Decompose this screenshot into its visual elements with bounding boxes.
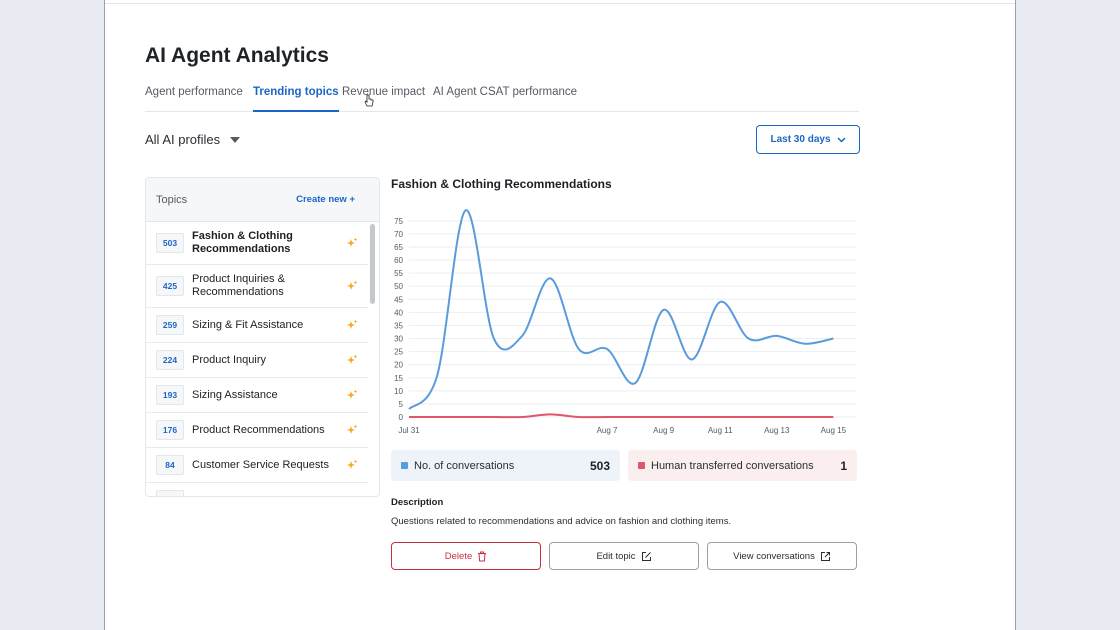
x-tick-label: Jul 31 [398,426,420,435]
tab-ai-agent-csat-performance[interactable]: AI Agent CSAT performance [433,86,578,98]
top-divider [105,3,1015,4]
topic-label: Product Recommendations [192,423,325,436]
legend-label-human-transferred: Human transferred conversations [651,459,814,472]
y-tick-label: 75 [394,217,403,226]
legend-swatch-human-transferred [638,462,645,469]
edit-label: Edit topic [596,550,636,562]
ai-sparkle-icon [347,424,358,434]
y-tick-label: 70 [394,230,403,239]
legend-swatch-conversations [401,462,408,469]
y-tick-label: 65 [394,243,403,252]
y-tick-label: 25 [394,348,403,357]
topic-list-item-partial[interactable] [146,483,368,496]
tab-bar: Agent performance Trending topics Revenu… [145,86,859,112]
topics-panel-header: Topics Create new + [146,178,379,222]
date-range-label: Last 30 days [770,134,831,145]
edit-pencil-icon [641,551,651,561]
ai-profiles-dropdown[interactable]: All AI profiles [145,132,241,147]
topic-detail-title: Fashion & Clothing Recommendations [391,177,612,191]
topic-label: Fashion & Clothing Recommendations [192,230,293,255]
x-tick-label: Aug 7 [597,426,618,435]
external-link-icon [820,551,830,561]
app-frame: AI Agent Analytics Agent performance Tre… [104,0,1016,630]
x-tick-label: Aug 13 [764,426,790,435]
topic-label: Product Inquiry [192,353,266,366]
description-text: Questions related to recommendations and… [391,516,732,527]
topic-list-item[interactable]: 84 Customer Service Requests [146,448,368,483]
y-tick-label: 20 [394,361,403,370]
topic-label: Customer Service Requests [192,458,329,471]
chevron-down-icon [836,136,846,143]
x-tick-label: Aug 11 [708,426,733,435]
ai-sparkle-icon [347,280,358,290]
ai-sparkle-icon [347,459,358,469]
y-tick-label: 5 [399,400,404,409]
y-tick-label: 30 [394,335,403,344]
legend-value-human-transferred: 1 [840,458,847,473]
series-line-human-transferred [409,413,834,419]
topics-list: 503 Fashion & Clothing Recommendations 425… [146,222,368,496]
tab-agent-performance[interactable]: Agent performance [145,86,243,98]
tab-trending-topics[interactable]: Trending topics [253,86,339,112]
edit-topic-button[interactable]: Edit topic [549,542,699,570]
series-line-conversations [408,209,834,410]
trash-icon [478,551,487,561]
topic-list-item[interactable]: 176 Product Recommendations [146,413,368,448]
y-tick-label: 35 [394,321,403,330]
topics-header-label: Topics [156,193,188,206]
view-label: View conversations [733,550,815,562]
ai-sparkle-icon [347,237,358,247]
y-tick-label: 0 [399,413,404,422]
topic-label: Sizing & Fit Assistance [192,318,304,331]
x-tick-label: Aug 9 [653,426,674,435]
delete-topic-button[interactable]: Delete [391,542,541,570]
topic-count-badge [156,490,184,496]
topic-list-item[interactable]: 503 Fashion & Clothing Recommendations [146,222,368,265]
topic-label: Sizing Assistance [192,388,278,401]
ai-profiles-label: All AI profiles [145,132,221,147]
y-tick-label: 55 [394,269,403,278]
topic-list-item[interactable]: 193 Sizing Assistance [146,378,368,413]
ai-sparkle-icon [347,389,358,399]
topic-list-item[interactable]: 259 Sizing & Fit Assistance [146,308,368,343]
topic-count-badge: 224 [156,350,184,370]
topic-count-badge: 425 [156,276,184,296]
ai-sparkle-icon [347,319,358,329]
legend-value-conversations: 503 [589,458,610,473]
topic-count-badge: 84 [156,455,184,475]
conversations-line-chart: 0 5 10 15 20 25 30 35 40 45 50 55 60 65 70 75 Jul 31 Aug … [394,209,856,435]
topic-list-item[interactable]: 224 Product Inquiry [146,343,368,378]
delete-label: Delete [444,550,473,562]
hand-cursor-icon [364,94,374,107]
topic-count-badge: 193 [156,385,184,405]
legend-human-transferred: Human transferred conversations 1 [628,450,857,481]
y-tick-label: 45 [394,295,403,304]
date-range-button[interactable]: Last 30 days [756,125,860,154]
ai-sparkle-icon [347,354,358,364]
topics-scrollbar[interactable] [370,224,376,496]
x-tick-label: Aug 15 [821,426,847,435]
y-tick-label: 60 [394,256,403,265]
caret-down-icon [230,136,241,143]
topics-panel: Topics Create new + 503 Fashion & Clothin… [145,177,380,497]
view-conversations-button[interactable]: View conversations [707,542,857,570]
tab-revenue-impact[interactable]: Revenue impact [342,86,426,98]
y-tick-label: 15 [394,374,403,383]
scrollbar-thumb[interactable] [370,224,375,304]
topic-count-badge: 259 [156,315,184,335]
y-tick-label: 50 [394,282,403,291]
description-heading: Description [391,497,444,508]
topic-count-badge: 176 [156,420,184,440]
legend-label-conversations: No. of conversations [414,459,515,472]
page-title: AI Agent Analytics [145,44,329,67]
y-tick-label: 10 [394,387,403,396]
topic-label: Product Inquiries & Recommendations [192,273,285,298]
topic-list-item[interactable]: 425 Product Inquiries & Recommendations [146,265,368,308]
legend-conversations: No. of conversations 503 [391,450,620,481]
topic-count-badge: 503 [156,233,184,253]
create-new-topic-button[interactable]: Create new + [296,194,355,205]
y-tick-label: 40 [394,308,403,317]
